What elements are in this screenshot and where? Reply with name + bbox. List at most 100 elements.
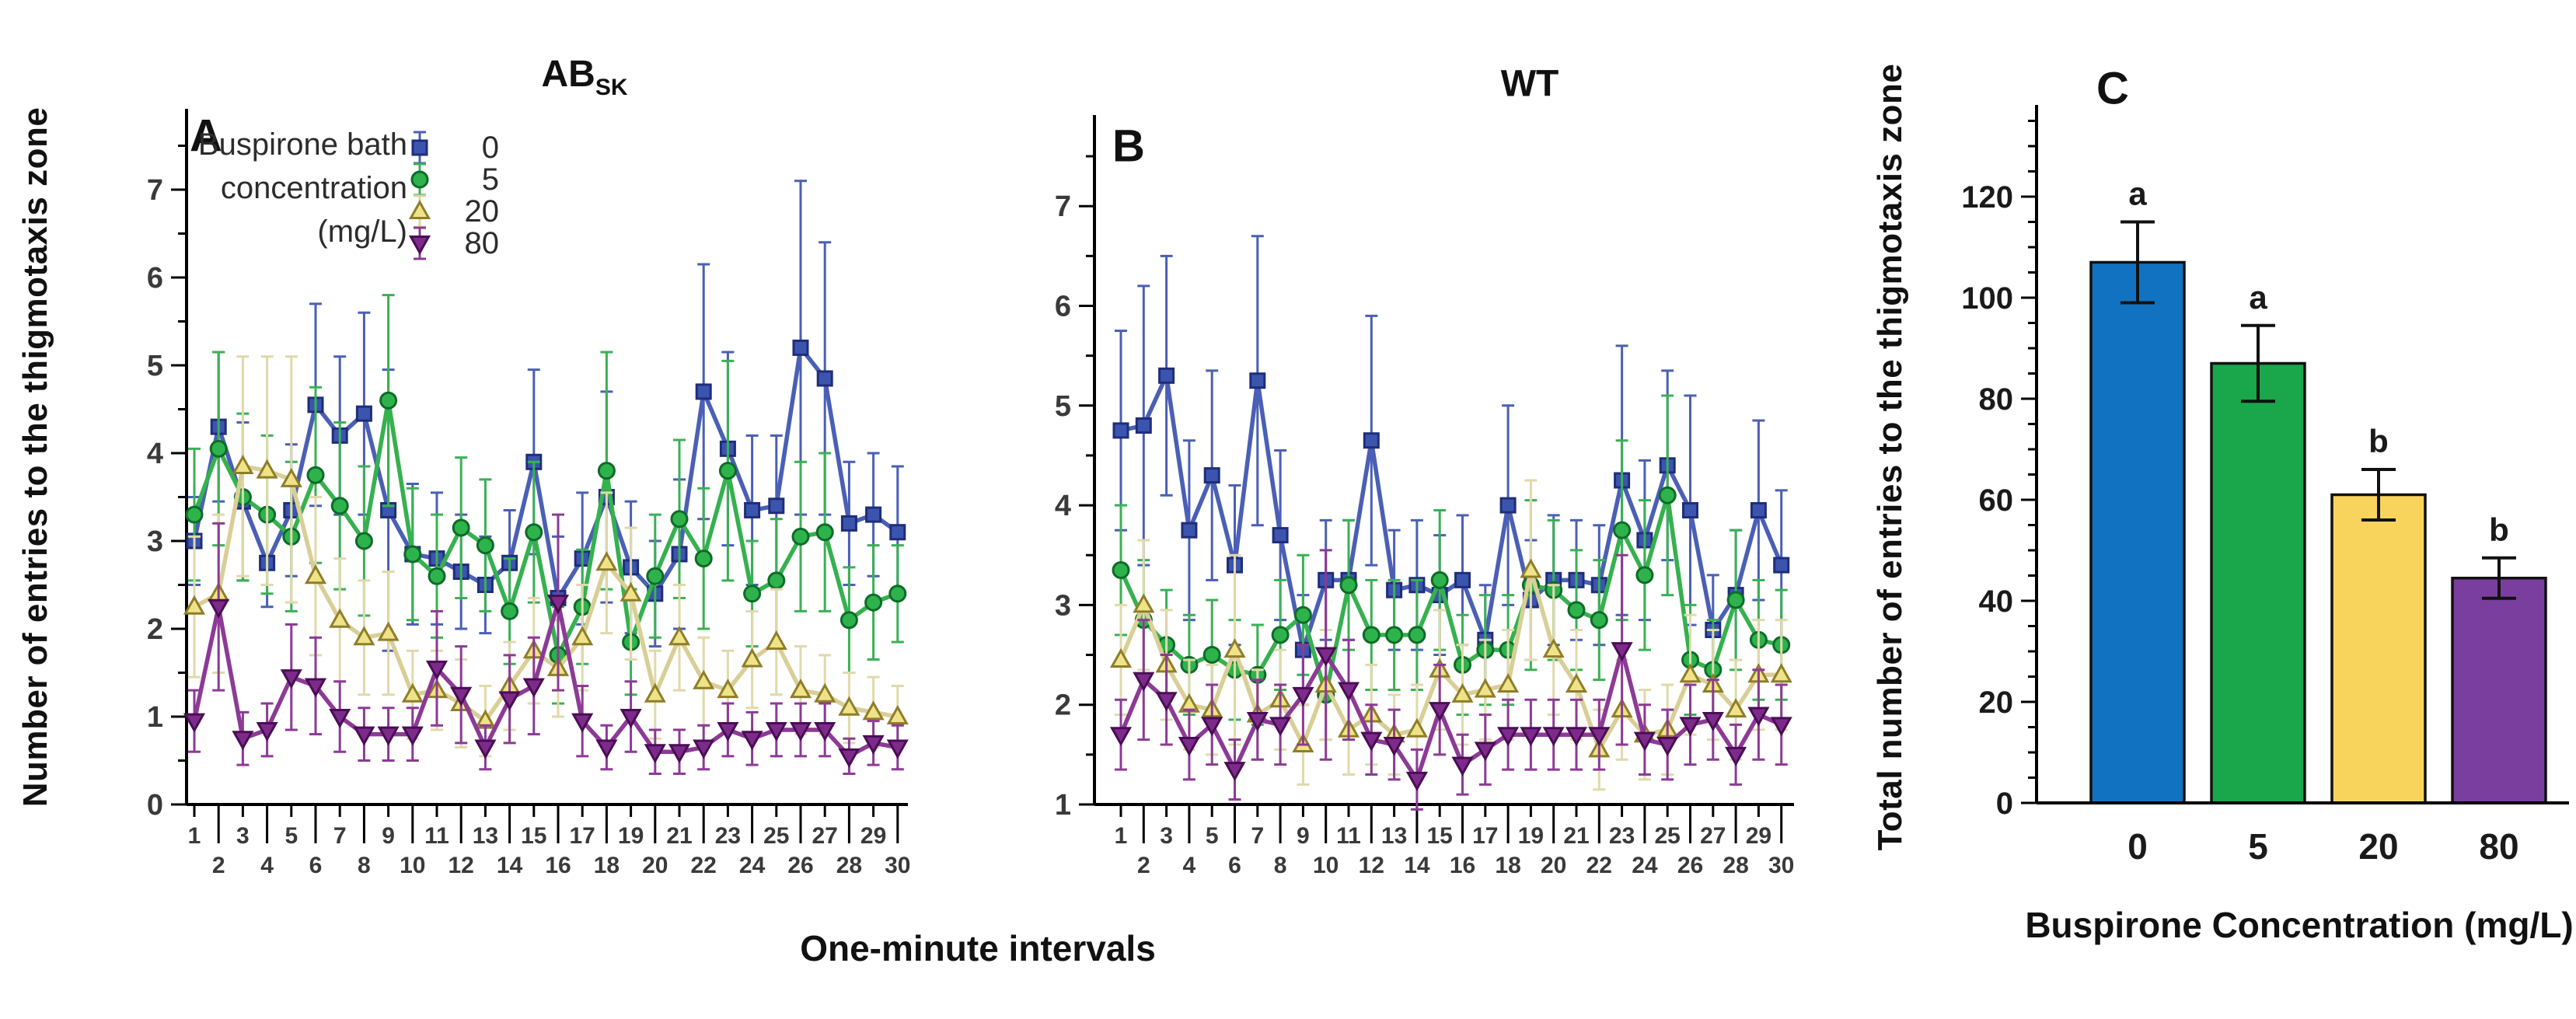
svg-text:29: 29: [1746, 823, 1771, 849]
svg-text:10: 10: [1313, 853, 1339, 878]
svg-text:3: 3: [1160, 823, 1173, 849]
svg-text:26: 26: [1677, 853, 1703, 878]
svg-text:23: 23: [715, 823, 741, 849]
svg-text:18: 18: [594, 853, 620, 878]
svg-text:28: 28: [1723, 853, 1748, 878]
svg-text:80: 80: [1979, 382, 2014, 417]
legend-title-line-3: (mg/L): [317, 215, 407, 249]
svg-text:13: 13: [1381, 823, 1407, 849]
svg-text:a: a: [2128, 176, 2147, 212]
svg-text:21: 21: [1563, 823, 1589, 849]
legend-title-line-2: concentration: [220, 171, 407, 205]
svg-text:7: 7: [333, 823, 347, 849]
svg-text:b: b: [2489, 511, 2509, 548]
svg-text:30: 30: [885, 853, 910, 878]
svg-text:40: 40: [1979, 585, 2014, 619]
svg-text:14: 14: [497, 853, 523, 878]
legend-markers: [408, 131, 431, 260]
svg-text:4: 4: [1055, 490, 1071, 522]
svg-text:12: 12: [1359, 853, 1384, 878]
svg-text:2: 2: [147, 613, 163, 646]
svg-text:2: 2: [1055, 689, 1071, 722]
svg-text:3: 3: [147, 525, 163, 558]
svg-text:0: 0: [147, 789, 163, 822]
panel-a-title: ABSK: [541, 53, 627, 101]
svg-text:24: 24: [1632, 853, 1658, 878]
svg-text:17: 17: [570, 823, 595, 849]
svg-text:5: 5: [284, 823, 298, 849]
svg-text:28: 28: [836, 853, 862, 878]
panel-a-letter: A: [190, 110, 222, 162]
panel-B: 1234567123456789101112131415161718192021…: [1055, 115, 1794, 878]
y-ticks: 0 20 40 60 80 100 120: [1961, 120, 2037, 821]
svg-text:14: 14: [1404, 853, 1430, 878]
svg-text:27: 27: [812, 823, 838, 849]
panel-a-title-main: AB: [541, 54, 595, 96]
panel-B-series-5mgL: [1112, 394, 1791, 742]
svg-text:60: 60: [1979, 483, 2014, 518]
svg-text:2: 2: [1137, 853, 1150, 878]
panel-c-y-axis-label: Total number of entries to the thigmotax…: [1871, 63, 1909, 851]
svg-text:1: 1: [1055, 789, 1071, 822]
svg-text:16: 16: [545, 853, 571, 878]
svg-text:6: 6: [1055, 291, 1071, 323]
svg-text:120: 120: [1961, 180, 2013, 215]
legend-value-5: 5: [481, 162, 499, 197]
svg-text:1: 1: [188, 823, 201, 849]
panel-c-letter: C: [2096, 63, 2129, 114]
svg-text:20: 20: [1979, 686, 2014, 720]
svg-text:15: 15: [1427, 823, 1453, 849]
bar-80mgL: b: [2451, 511, 2547, 804]
svg-text:0: 0: [2127, 826, 2148, 867]
svg-text:5: 5: [2248, 826, 2268, 867]
svg-text:19: 19: [1518, 823, 1544, 849]
svg-text:16: 16: [1450, 853, 1475, 878]
svg-text:24: 24: [739, 853, 766, 878]
y-ticks: 1 2 3 4 5 6 7: [1055, 155, 1094, 822]
svg-text:4: 4: [1183, 853, 1196, 878]
svg-text:6: 6: [1228, 853, 1241, 878]
svg-text:0: 0: [1996, 787, 2013, 821]
svg-text:17: 17: [1472, 823, 1498, 849]
svg-text:80: 80: [2479, 826, 2518, 867]
svg-text:25: 25: [763, 823, 789, 849]
x-ticks: 1234567891011121314151617181920212223242…: [188, 804, 910, 878]
svg-text:5: 5: [147, 350, 163, 382]
svg-text:27: 27: [1700, 823, 1726, 849]
svg-text:6: 6: [147, 262, 163, 295]
svg-text:11: 11: [1336, 823, 1361, 849]
svg-text:19: 19: [618, 823, 644, 849]
svg-text:5: 5: [1206, 823, 1219, 849]
panel-b-letter: B: [1112, 120, 1145, 172]
panel-c-x-axis-label: Buspirone Concentration (mg/L): [2025, 905, 2574, 945]
svg-text:b: b: [2368, 423, 2389, 459]
svg-text:18: 18: [1495, 853, 1520, 878]
svg-text:9: 9: [1297, 823, 1310, 849]
svg-text:3: 3: [236, 823, 250, 849]
bar-20mgL: b: [2330, 423, 2427, 804]
svg-text:25: 25: [1655, 823, 1681, 849]
svg-text:15: 15: [521, 823, 546, 849]
legend-value-80: 80: [464, 226, 500, 260]
svg-text:8: 8: [1274, 853, 1287, 878]
x-ticks: 1234567891011121314151617181920212223242…: [1115, 804, 1794, 878]
bar-0mgL: a: [2089, 176, 2186, 804]
svg-text:30: 30: [1768, 853, 1794, 878]
svg-text:4: 4: [260, 853, 274, 878]
y-ticks: 0 1 2 3 4 5 6 7: [147, 145, 187, 822]
svg-text:22: 22: [1586, 853, 1612, 878]
svg-text:11: 11: [424, 823, 449, 849]
svg-text:7: 7: [1055, 190, 1071, 223]
legend-title: Buspirone bath concentration (mg/L): [165, 123, 407, 253]
svg-text:20: 20: [1541, 853, 1566, 878]
svg-text:29: 29: [860, 823, 886, 849]
svg-text:1: 1: [147, 701, 163, 734]
legend-value-20: 20: [464, 194, 500, 229]
panel-A-series-20mgL: [183, 355, 909, 758]
svg-text:12: 12: [449, 853, 474, 878]
svg-text:7: 7: [147, 174, 163, 207]
panel-B-series-80mgL: [1109, 549, 1792, 811]
svg-text:1: 1: [1115, 823, 1128, 849]
